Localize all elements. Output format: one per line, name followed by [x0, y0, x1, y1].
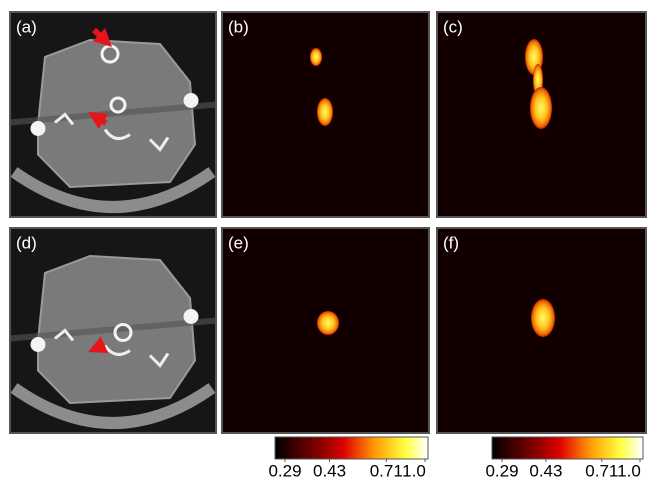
- panel-label: (d): [16, 233, 37, 252]
- colorbar-tick-label: 0.71: [585, 461, 618, 480]
- panel-label: (e): [228, 233, 249, 252]
- colorbar-tick-label: 0.29: [485, 461, 518, 480]
- heat-region: [317, 98, 333, 126]
- colorbar-tick-label: 1.0: [617, 461, 641, 480]
- colorbar-tick-label: 0.43: [529, 461, 562, 480]
- panel-label: (f): [443, 233, 459, 252]
- heat-region: [531, 299, 555, 337]
- ct-marker: [184, 310, 198, 324]
- colorbar: [492, 437, 643, 459]
- ct-marker: [31, 122, 45, 136]
- panel-label: (c): [443, 17, 463, 36]
- panel-label: (b): [228, 17, 249, 36]
- ct-marker: [31, 338, 45, 352]
- colorbar-tick-label: 0.43: [313, 461, 346, 480]
- ct-marker: [184, 94, 198, 108]
- colorbar-tick-label: 0.71: [370, 461, 403, 480]
- heat-region: [530, 87, 552, 129]
- colorbar-tick-label: 1.0: [402, 461, 426, 480]
- colorbar-tick-label: 0.29: [268, 461, 301, 480]
- heat-region: [310, 48, 322, 66]
- ct-image: [10, 228, 216, 433]
- heat-region: [317, 311, 339, 335]
- ct-image: [10, 12, 216, 217]
- panel-label: (a): [16, 17, 37, 36]
- figure: (a)(b)(c)(d)(e)(f)0.290.430.711.00.290.4…: [0, 0, 652, 482]
- colorbar: [275, 437, 428, 459]
